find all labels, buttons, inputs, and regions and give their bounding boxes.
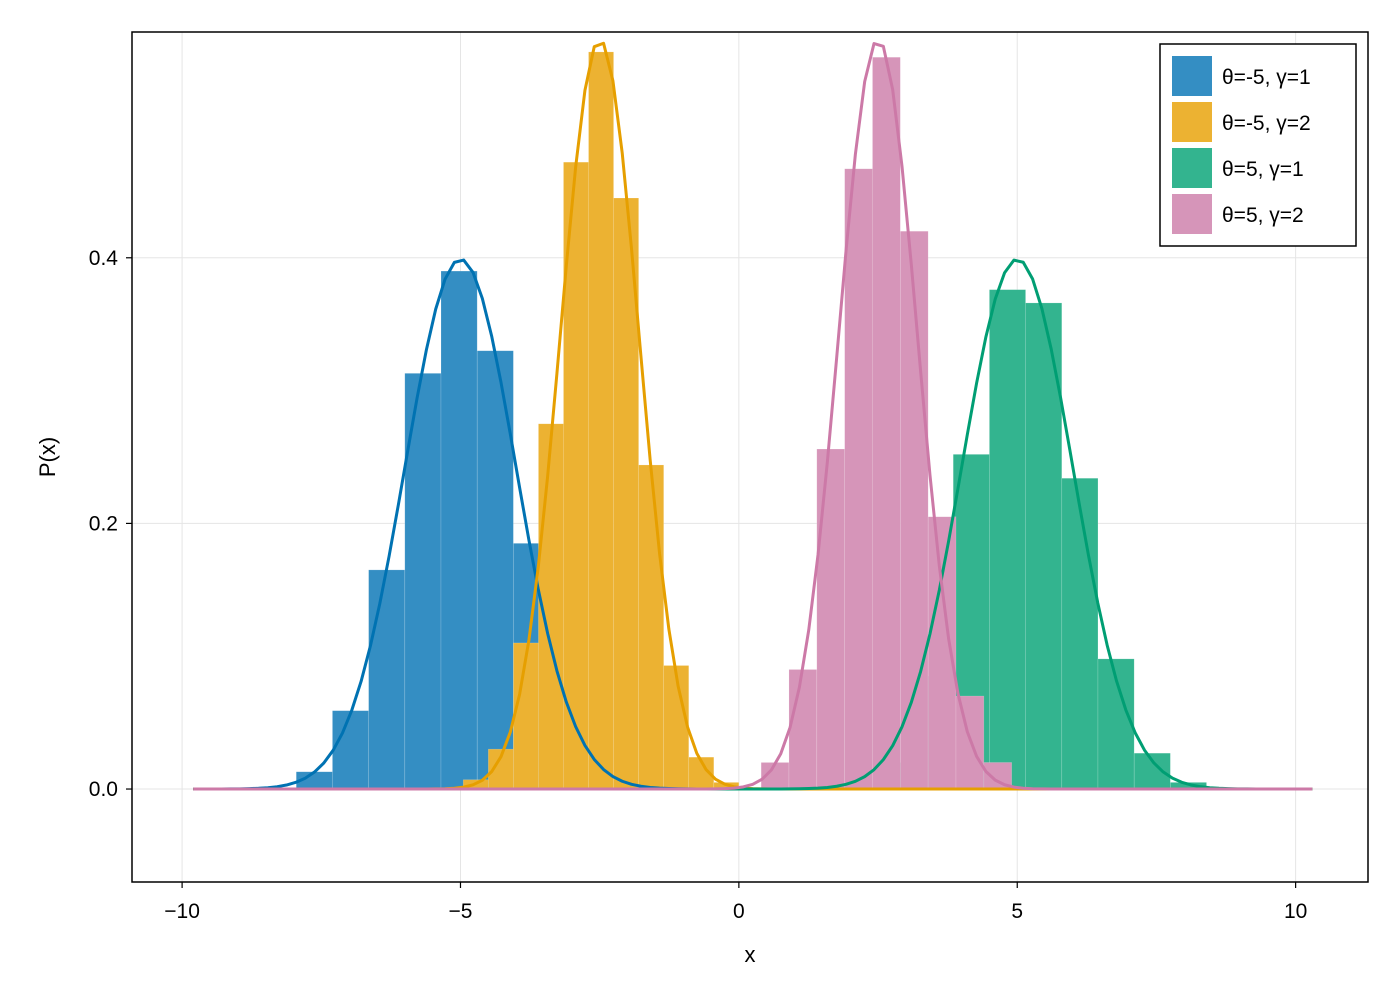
histogram-bar xyxy=(844,168,873,790)
legend-swatch xyxy=(1172,194,1212,234)
legend-label: θ=-5, γ=2 xyxy=(1222,112,1311,135)
legend-label: θ=5, γ=2 xyxy=(1222,204,1304,227)
bar-series-4 xyxy=(760,56,1012,790)
histogram-bar xyxy=(816,448,845,790)
y-tick-label: 0.2 xyxy=(89,512,118,535)
legend-label: θ=-5, γ=1 xyxy=(1222,66,1311,89)
x-tick-label: 0 xyxy=(733,900,745,923)
bar-series-2 xyxy=(462,51,740,790)
histogram-bar xyxy=(1061,477,1099,790)
x-tick-label: −5 xyxy=(449,900,473,923)
histogram-bar xyxy=(440,270,478,790)
x-tick-label: 10 xyxy=(1284,900,1307,923)
x-axis-label: x xyxy=(745,942,756,967)
legend: θ=-5, γ=1 θ=-5, γ=2 θ=5, γ=1 θ=5, γ=2 xyxy=(1159,43,1357,247)
histogram-bar xyxy=(663,665,690,790)
histogram-bar xyxy=(513,642,539,790)
histogram-bar xyxy=(989,289,1026,790)
plot-frame xyxy=(131,31,1369,883)
y-tick-label: 0.0 xyxy=(89,778,118,801)
legend-swatch xyxy=(1172,102,1212,142)
y-axis-label: P(x) xyxy=(35,437,60,477)
histogram-bar xyxy=(788,669,818,790)
histogram-bar xyxy=(638,464,665,790)
histogram-bar xyxy=(368,569,406,790)
legend-swatch xyxy=(1172,56,1212,96)
histogram-bar xyxy=(404,373,442,790)
legend-swatch xyxy=(1172,148,1212,188)
density-curves xyxy=(193,41,1313,791)
histogram-bar xyxy=(872,56,901,790)
histogram-bar xyxy=(1025,302,1063,790)
x-tick-label: 5 xyxy=(1011,900,1023,923)
histogram-bar xyxy=(332,710,369,790)
y-axis-ticks: 0.0 0.2 0.4 xyxy=(89,247,132,801)
histogram-bar xyxy=(588,51,614,790)
x-axis-ticks: −10 −5 0 5 10 xyxy=(164,882,1307,923)
y-tick-label: 0.4 xyxy=(89,247,119,270)
density-curve-4 xyxy=(193,42,1313,791)
histogram-bars xyxy=(295,51,1207,790)
legend-label: θ=5, γ=1 xyxy=(1222,158,1304,181)
x-tick-label: −10 xyxy=(164,900,200,923)
